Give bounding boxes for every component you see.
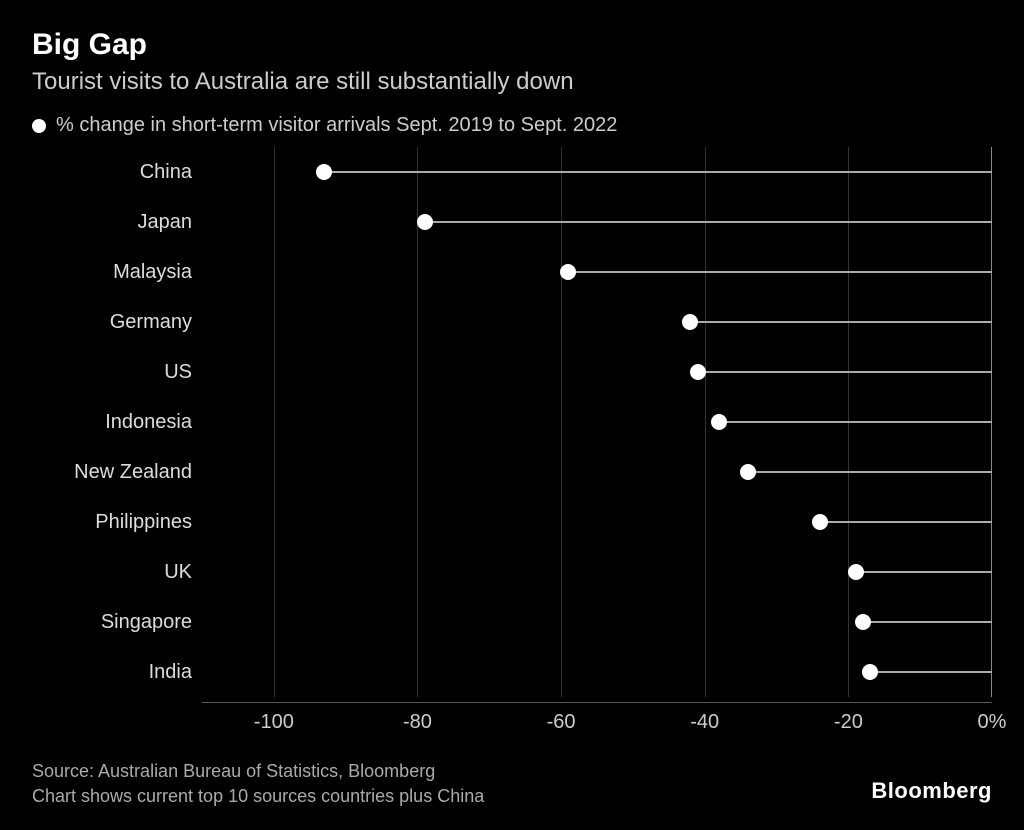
lollipop-stem xyxy=(748,471,992,473)
data-row xyxy=(202,497,992,547)
x-tick-label: 0% xyxy=(978,711,1007,734)
lollipop-dot xyxy=(855,614,871,630)
lollipop-dot xyxy=(560,264,576,280)
chart-title: Big Gap xyxy=(32,28,992,62)
data-row xyxy=(202,397,992,447)
chart-area: -100-80-60-40-200% ChinaJapanMalaysiaGer… xyxy=(32,147,992,747)
lollipop-dot xyxy=(862,664,878,680)
source-line-1: Source: Australian Bureau of Statistics,… xyxy=(32,759,484,783)
category-label: Malaysia xyxy=(32,247,192,297)
lollipop-dot xyxy=(316,164,332,180)
data-row xyxy=(202,247,992,297)
category-label: Germany xyxy=(32,297,192,347)
category-label: Japan xyxy=(32,197,192,247)
category-label: UK xyxy=(32,547,192,597)
lollipop-dot xyxy=(417,214,433,230)
category-label: Singapore xyxy=(32,597,192,647)
source-line-2: Chart shows current top 10 sources count… xyxy=(32,784,484,808)
lollipop-stem xyxy=(856,571,992,573)
category-label: India xyxy=(32,647,192,697)
data-row xyxy=(202,447,992,497)
category-label: New Zealand xyxy=(32,447,192,497)
data-row xyxy=(202,197,992,247)
x-tick-label: -20 xyxy=(834,711,863,734)
lollipop-dot xyxy=(848,564,864,580)
lollipop-stem xyxy=(719,421,992,423)
lollipop-stem xyxy=(820,521,992,523)
data-row xyxy=(202,647,992,697)
lollipop-stem xyxy=(863,621,992,623)
lollipop-dot xyxy=(690,364,706,380)
lollipop-stem xyxy=(324,171,992,173)
category-label: China xyxy=(32,147,192,197)
data-row xyxy=(202,597,992,647)
x-tick-label: -100 xyxy=(254,711,294,734)
lollipop-stem xyxy=(425,221,992,223)
x-tick-label: -60 xyxy=(547,711,576,734)
plot-region xyxy=(202,147,992,697)
data-row xyxy=(202,297,992,347)
category-label: Philippines xyxy=(32,497,192,547)
brand-label: Bloomberg xyxy=(871,778,992,804)
legend-marker-icon xyxy=(32,119,46,133)
x-axis: -100-80-60-40-200% xyxy=(202,702,992,732)
x-tick-label: -80 xyxy=(403,711,432,734)
lollipop-dot xyxy=(711,414,727,430)
chart-subtitle: Tourist visits to Australia are still su… xyxy=(32,68,992,96)
data-row xyxy=(202,347,992,397)
data-row xyxy=(202,147,992,197)
lollipop-dot xyxy=(682,314,698,330)
category-label: US xyxy=(32,347,192,397)
x-tick-label: -40 xyxy=(690,711,719,734)
lollipop-dot xyxy=(740,464,756,480)
legend-label: % change in short-term visitor arrivals … xyxy=(56,114,617,137)
lollipop-stem xyxy=(698,371,992,373)
data-row xyxy=(202,547,992,597)
lollipop-stem xyxy=(690,321,992,323)
source-footer: Source: Australian Bureau of Statistics,… xyxy=(32,759,484,808)
lollipop-stem xyxy=(568,271,992,273)
lollipop-dot xyxy=(812,514,828,530)
category-label: Indonesia xyxy=(32,397,192,447)
lollipop-stem xyxy=(870,671,992,673)
legend: % change in short-term visitor arrivals … xyxy=(32,114,992,137)
